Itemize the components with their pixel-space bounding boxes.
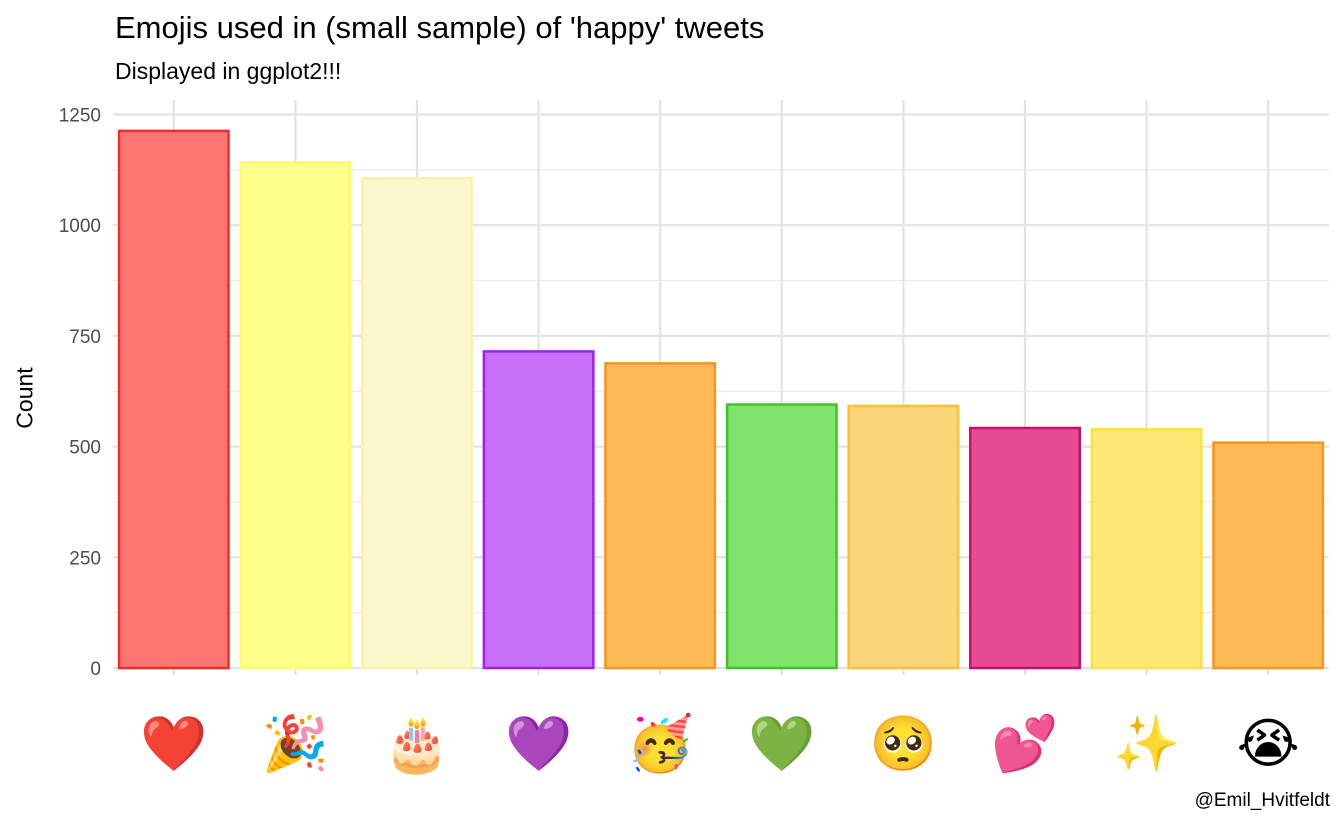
bar	[117, 129, 230, 670]
chart-subtitle: Displayed in ggplot2!!!	[115, 58, 342, 84]
y-tick-label: 500	[69, 438, 101, 459]
x-tick-label two-hearts-icon: 💕	[991, 712, 1058, 775]
chart-caption: @Emil_Hvitfeldt	[1194, 790, 1330, 811]
x-tick-label sparkles-icon: ✨	[1113, 712, 1180, 775]
x-tick-label birthday-cake-icon: 🎂	[383, 711, 450, 776]
bar	[361, 177, 473, 670]
bar	[482, 350, 595, 670]
bar	[969, 426, 1081, 670]
chart-title: Emojis used in (small sample) of 'happy'…	[115, 10, 765, 45]
x-tick-label pleading-face-icon: 🥺	[870, 712, 937, 775]
x-tick-label red-heart-icon: ❤️	[140, 712, 208, 775]
bar	[1090, 428, 1203, 670]
x-tick-label loudly-crying-face-icon: 😭	[1237, 712, 1300, 775]
bar	[239, 161, 352, 670]
bar	[725, 403, 838, 670]
x-tick-label green-heart-icon: 💚	[748, 712, 816, 775]
y-tick-label: 1000	[59, 216, 101, 237]
y-tick-label: 750	[69, 327, 101, 348]
y-tick-label: 250	[69, 548, 101, 569]
y-tick-label: 1250	[59, 106, 101, 127]
bar	[847, 404, 960, 670]
x-tick-label partying-face-icon: 🥳	[627, 711, 694, 775]
bar	[604, 362, 717, 670]
x-tick-label purple-heart-icon: 💜	[505, 712, 573, 775]
bar	[1212, 441, 1325, 670]
y-tick-label: 0	[90, 659, 101, 680]
x-tick-label party-popper-icon: 🎉	[262, 712, 329, 776]
